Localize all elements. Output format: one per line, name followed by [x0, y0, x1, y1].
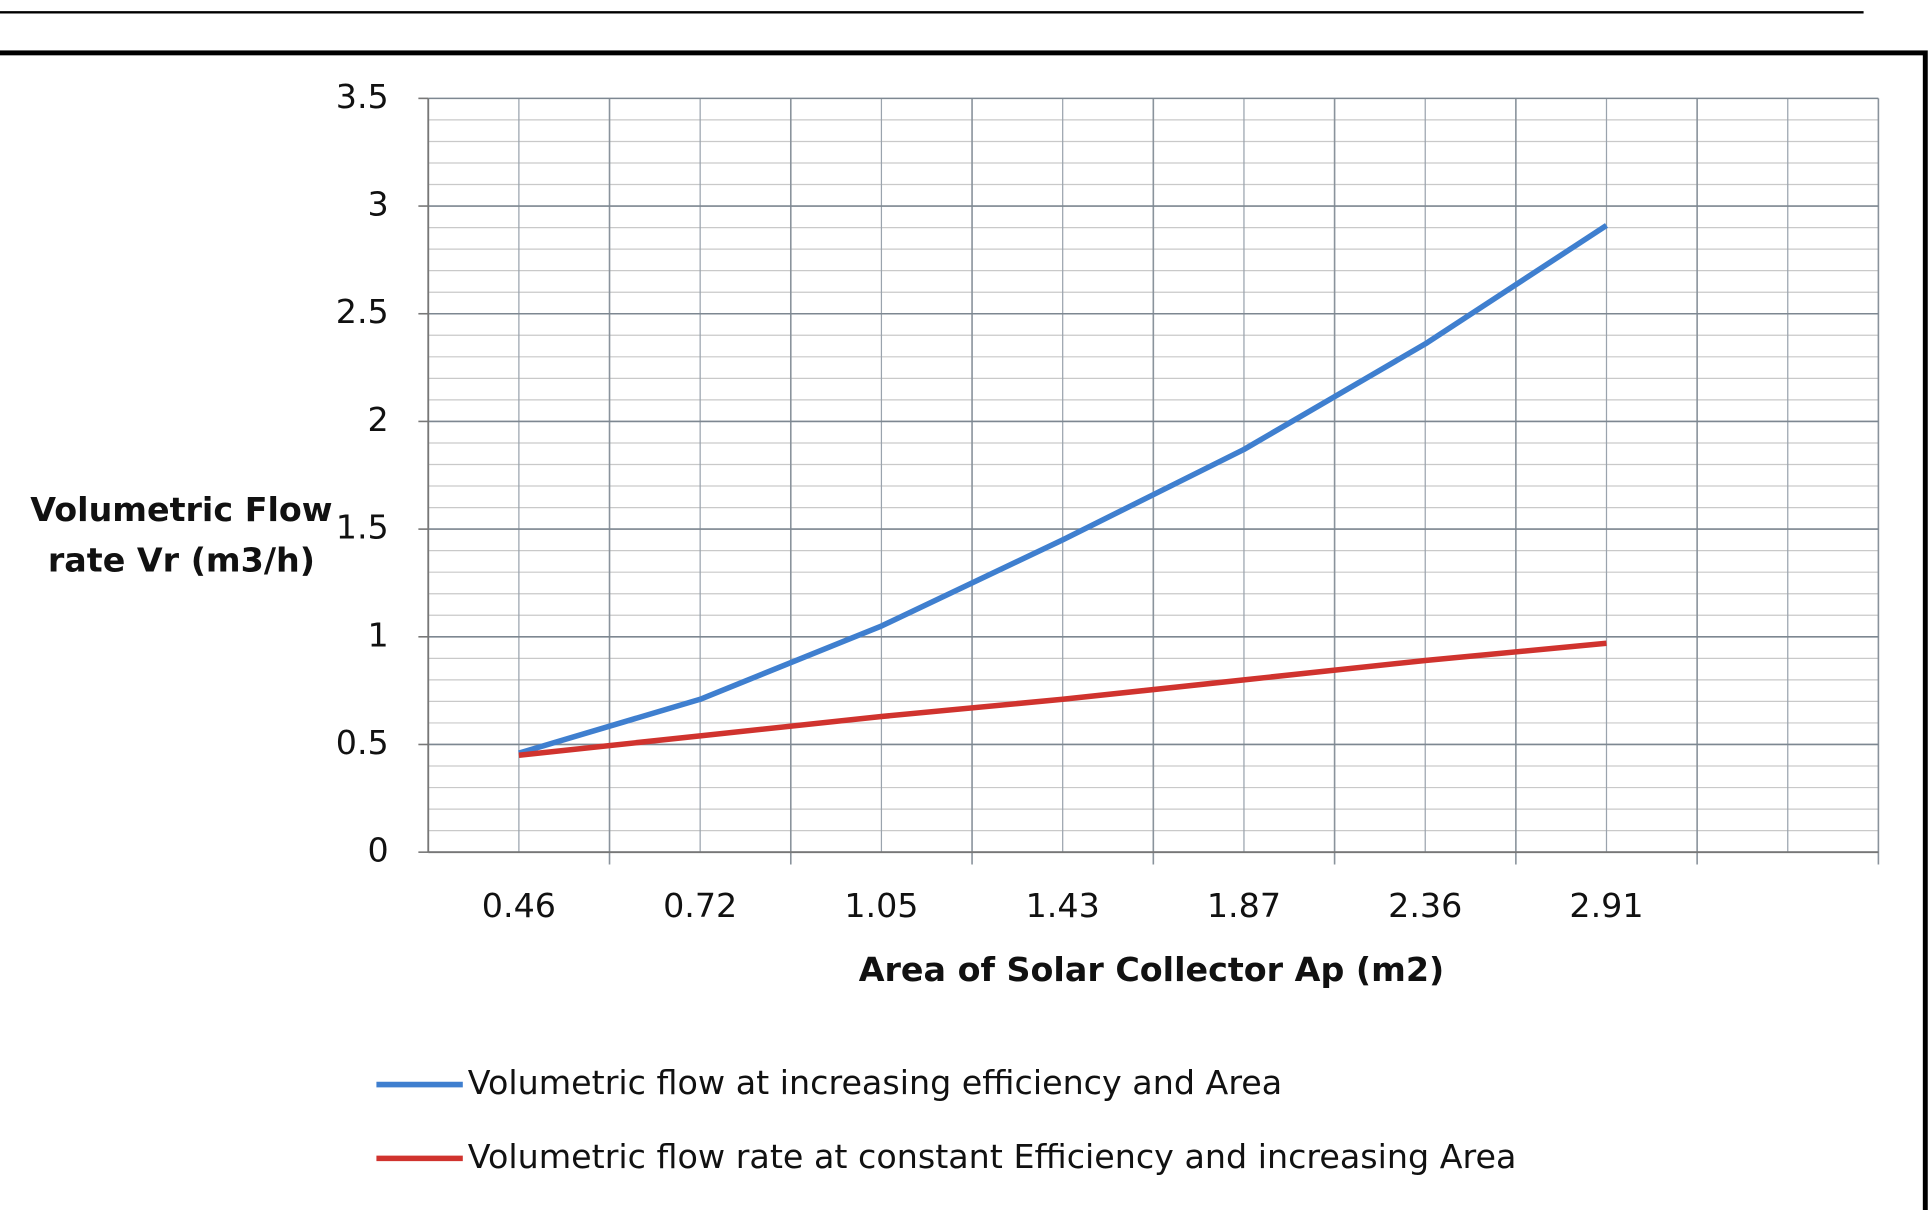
- data-line: [518, 223, 1609, 756]
- y-tick-label: 0.5: [336, 723, 389, 762]
- y-tick-label: 2.5: [336, 292, 389, 331]
- y-tick-label: 1.5: [336, 508, 389, 547]
- legend-label: Volumetric flow rate at constant Efficie…: [468, 1137, 1517, 1176]
- x-axis-title: Area of Solar Collector Ap (m2): [859, 950, 1445, 989]
- x-tick-label: 0.72: [663, 886, 737, 925]
- legend-label: Volumetric flow at increasing efficiency…: [468, 1063, 1282, 1102]
- y-tick-label: 3: [368, 185, 389, 224]
- x-tick-label: 2.36: [1388, 886, 1462, 925]
- y-axis-title: rate Vr (m3/h): [48, 541, 315, 580]
- x-tick-label: 1.05: [844, 886, 918, 925]
- x-tick-label: 1.43: [1026, 886, 1100, 925]
- x-tick-label: 1.87: [1207, 886, 1281, 925]
- x-tick-label: 0.46: [482, 886, 556, 925]
- y-axis-title: Volumetric Flow: [30, 490, 332, 529]
- chart-frame: [0, 50, 1928, 1210]
- x-tick-label: 2.91: [1569, 886, 1643, 925]
- y-tick-label: 3.5: [336, 77, 389, 116]
- y-tick-label: 1: [368, 615, 389, 654]
- y-tick-label: 0: [368, 831, 389, 870]
- y-tick-label: 2: [368, 400, 389, 439]
- data-line: [518, 640, 1607, 759]
